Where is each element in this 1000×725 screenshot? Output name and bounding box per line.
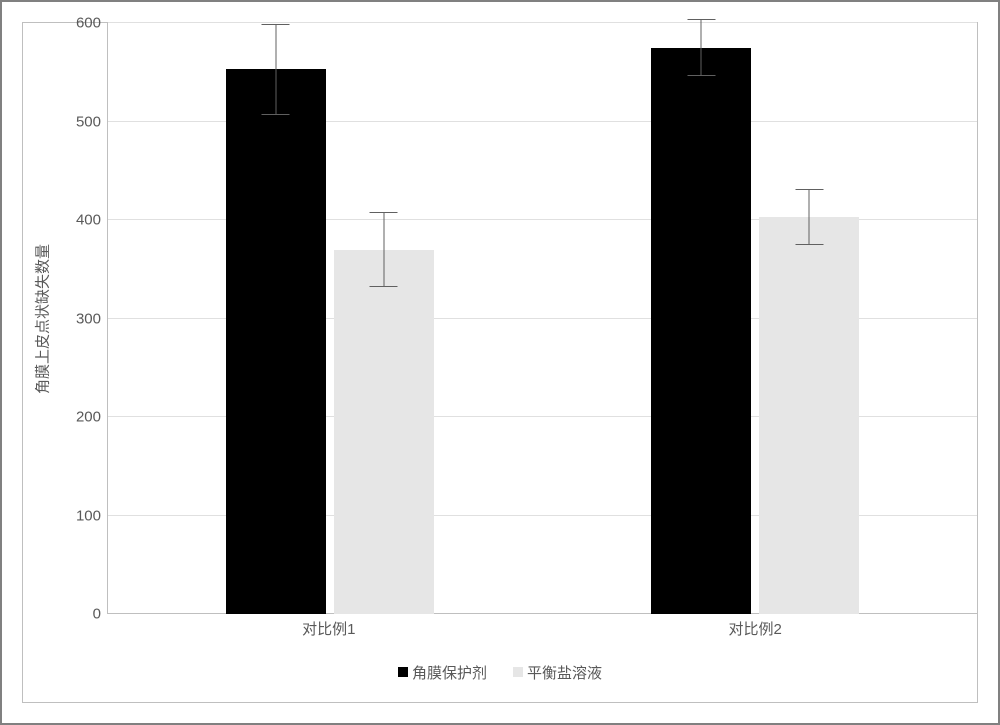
error-cap-bottom: [262, 114, 290, 115]
error-bar: [275, 24, 276, 115]
error-cap-top: [370, 212, 398, 213]
legend: 角膜保护剂 平衡盐溶液: [23, 642, 977, 702]
legend-item: 角膜保护剂: [398, 662, 487, 683]
category-row: 对比例1 对比例2: [23, 614, 977, 642]
legend-item: 平衡盐溶液: [513, 662, 602, 683]
error-bar: [383, 212, 384, 287]
y-tick-label: 600: [76, 15, 101, 32]
error-cap-bottom: [795, 244, 823, 245]
y-tick-label: 0: [93, 606, 101, 623]
chart-inner-frame: 角膜上皮点状缺失数量 0100200300400500600 对比例1对比例2 …: [22, 22, 978, 703]
y-tick-label: 400: [76, 212, 101, 229]
y-tick-label: 300: [76, 310, 101, 327]
legend-label: 角膜保护剂: [412, 662, 487, 683]
error-cap-top: [795, 189, 823, 190]
bar-group: [226, 69, 434, 614]
bar: [334, 250, 434, 614]
y-tick-label: 100: [76, 507, 101, 524]
gridline: [108, 22, 977, 23]
category-label-area: 对比例1 对比例2: [107, 614, 977, 642]
error-bar: [701, 19, 702, 76]
plot-row: 角膜上皮点状缺失数量 0100200300400500600: [23, 23, 977, 614]
legend-swatch: [513, 667, 523, 677]
category-label: 对比例2: [728, 618, 781, 639]
y-axis-label-column: 角膜上皮点状缺失数量: [23, 23, 61, 614]
chart-outer-frame: 角膜上皮点状缺失数量 0100200300400500600 对比例1对比例2 …: [0, 0, 1000, 725]
bar-group: [651, 48, 859, 614]
y-tick-label: 500: [76, 113, 101, 130]
error-bar: [809, 189, 810, 244]
category-label: 对比例1: [302, 618, 355, 639]
y-tick-label: 200: [76, 409, 101, 426]
legend-swatch: [398, 667, 408, 677]
y-axis-label: 角膜上皮点状缺失数量: [32, 243, 53, 393]
error-cap-bottom: [370, 286, 398, 287]
bar: [651, 48, 751, 614]
y-axis-ticks-column: 0100200300400500600: [61, 23, 107, 614]
legend-label: 平衡盐溶液: [527, 662, 602, 683]
bar: [226, 69, 326, 614]
error-cap-top: [687, 19, 715, 20]
bar: [759, 217, 859, 614]
error-cap-bottom: [687, 75, 715, 76]
error-cap-top: [262, 24, 290, 25]
plot-area: [107, 23, 977, 614]
